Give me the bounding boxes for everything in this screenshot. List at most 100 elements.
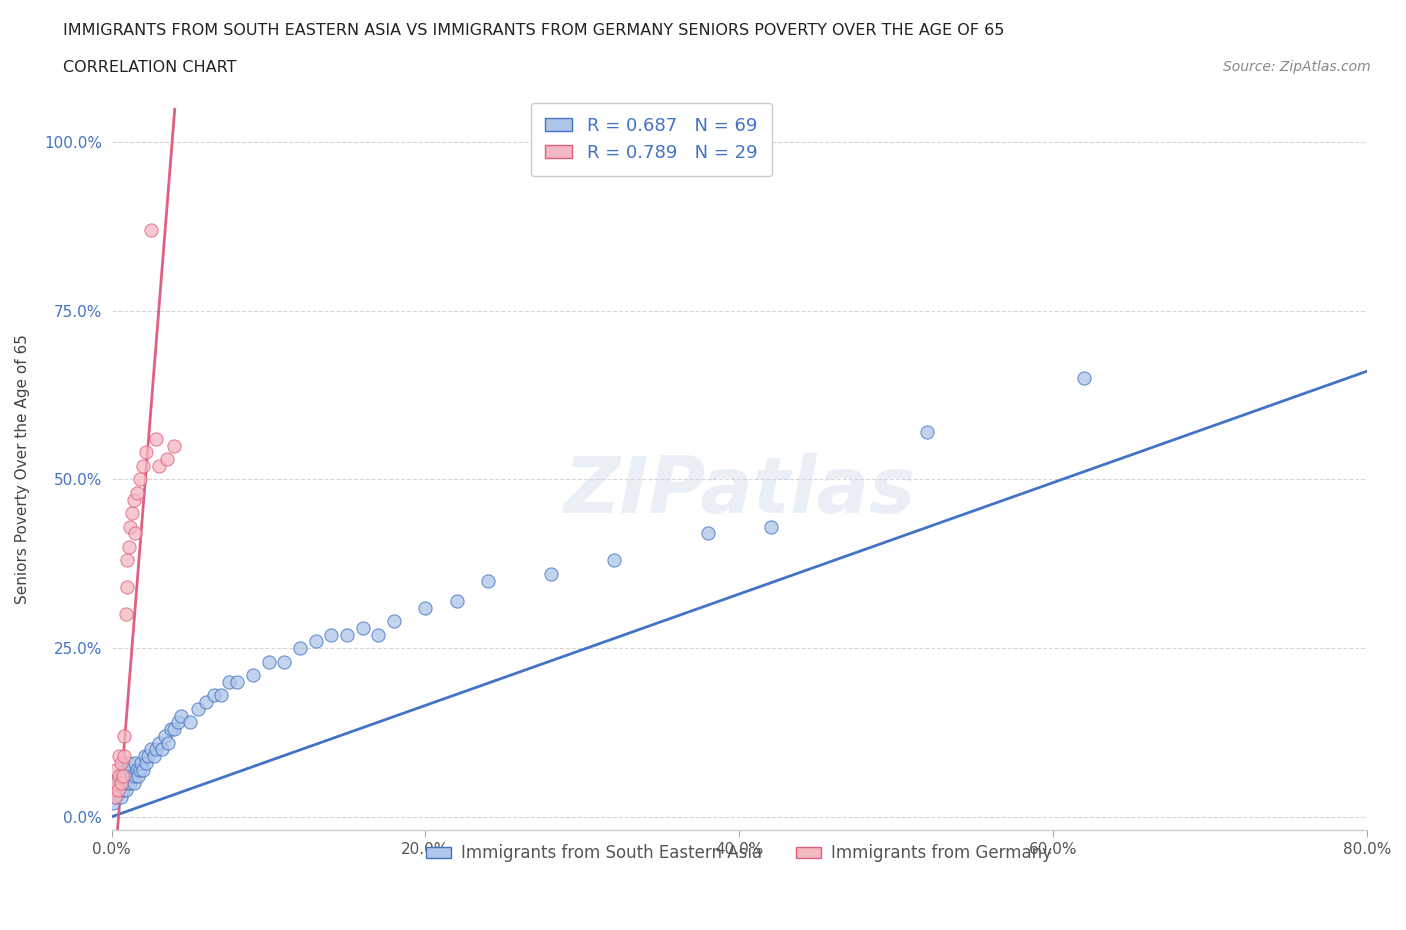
Point [101, 796, 124, 811]
Point [257, 654, 280, 669]
Text: IMMIGRANTS FROM SOUTH EASTERN ASIA VS IMMIGRANTS FROM GERMANY SENIORS POVERTY OV: IMMIGRANTS FROM SOUTH EASTERN ASIA VS IM… [63, 23, 1005, 38]
Point [145, 742, 167, 757]
Point [124, 525, 146, 540]
Point [139, 742, 162, 757]
Point [242, 668, 264, 683]
Point [157, 735, 180, 750]
Point [273, 654, 295, 669]
Point [105, 789, 128, 804]
Point [136, 749, 159, 764]
Point [132, 458, 155, 473]
Point [194, 695, 217, 710]
Point [121, 506, 143, 521]
Point [163, 438, 186, 453]
Point [187, 701, 209, 716]
Point [124, 769, 146, 784]
Point [117, 552, 139, 567]
Point [135, 755, 157, 770]
Point [108, 769, 131, 784]
Point [112, 749, 135, 764]
Point [105, 776, 128, 790]
Point [110, 789, 132, 804]
Legend: Immigrants from South Eastern Asia, Immigrants from Germany: Immigrants from South Eastern Asia, Immi… [420, 838, 1059, 869]
Point [153, 728, 176, 743]
Point [112, 762, 135, 777]
Point [134, 749, 156, 764]
Point [110, 755, 132, 770]
Point [125, 485, 148, 500]
Point [114, 607, 136, 622]
Point [122, 492, 145, 507]
Point [132, 762, 155, 777]
Point [1073, 370, 1095, 385]
Point [108, 769, 131, 784]
Point [125, 762, 148, 777]
Point [111, 782, 134, 797]
Point [111, 769, 134, 784]
Point [107, 782, 129, 797]
Point [111, 769, 134, 784]
Point [696, 525, 718, 540]
Point [117, 762, 139, 777]
Point [148, 458, 170, 473]
Point [143, 749, 166, 764]
Point [209, 688, 232, 703]
Point [104, 782, 127, 797]
Point [118, 769, 141, 784]
Point [120, 776, 142, 790]
Point [112, 728, 135, 743]
Point [121, 769, 143, 784]
Point [135, 445, 157, 459]
Point [352, 620, 374, 635]
Point [179, 715, 201, 730]
Point [163, 722, 186, 737]
Text: CORRELATION CHART: CORRELATION CHART [63, 60, 236, 75]
Point [226, 674, 249, 689]
Point [202, 688, 225, 703]
Point [118, 755, 141, 770]
Point [145, 432, 167, 446]
Point [218, 674, 240, 689]
Point [367, 627, 389, 642]
Point [139, 222, 162, 237]
Point [128, 762, 150, 777]
Point [148, 735, 170, 750]
Point [114, 782, 136, 797]
Point [128, 472, 150, 486]
Point [382, 614, 405, 629]
Point [917, 425, 939, 440]
Point [117, 776, 139, 790]
Point [150, 742, 173, 757]
Point [540, 566, 562, 581]
Point [114, 769, 136, 784]
Point [101, 782, 124, 797]
Point [477, 573, 499, 588]
Point [131, 755, 153, 770]
Point [288, 641, 311, 656]
Point [104, 789, 127, 804]
Point [321, 627, 343, 642]
Point [107, 776, 129, 790]
Point [127, 769, 149, 784]
Point [118, 539, 141, 554]
Point [602, 552, 624, 567]
Point [105, 762, 128, 777]
Point [415, 600, 437, 615]
Point [112, 776, 135, 790]
Point [108, 782, 131, 797]
Point [160, 722, 183, 737]
Point [166, 715, 188, 730]
Point [155, 452, 177, 467]
Point [110, 776, 132, 790]
Point [169, 708, 191, 723]
Y-axis label: Seniors Poverty Over the Age of 65: Seniors Poverty Over the Age of 65 [15, 334, 30, 604]
Point [122, 776, 145, 790]
Text: Source: ZipAtlas.com: Source: ZipAtlas.com [1223, 60, 1371, 74]
Point [336, 627, 359, 642]
Point [110, 776, 132, 790]
Point [759, 519, 782, 534]
Point [120, 762, 142, 777]
Point [446, 593, 468, 608]
Point [117, 579, 139, 594]
Point [304, 634, 326, 649]
